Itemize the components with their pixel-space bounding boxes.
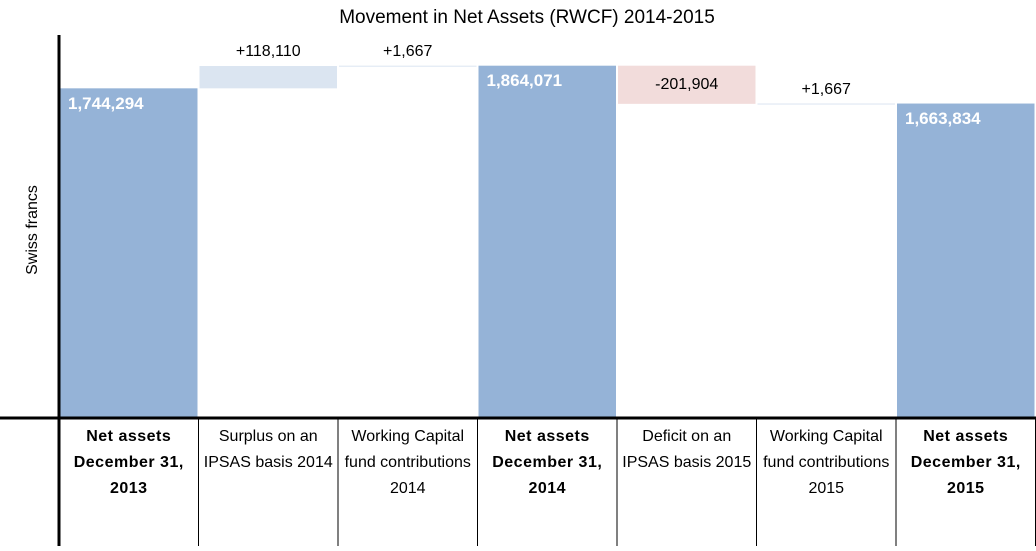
value-label: 1,864,071	[487, 71, 563, 90]
y-axis-label: Swiss francs	[24, 185, 41, 275]
value-label: +1,667	[802, 81, 851, 98]
bar	[897, 103, 1035, 419]
category-cell: Surplus on an IPSAS basis 2014	[203, 428, 333, 471]
bar	[757, 103, 895, 105]
x-tick-label: Deficit on an IPSAS basis 2015	[622, 428, 752, 471]
category-cell: Net assets December 31, 2014	[492, 428, 603, 497]
value-label: 1,663,834	[905, 109, 981, 128]
bar	[478, 65, 616, 418]
value-label: -201,904	[655, 76, 718, 93]
category-cell: Deficit on an IPSAS basis 2015	[622, 428, 752, 471]
x-tick-label: Working Capital fund contributions 2014	[344, 428, 471, 497]
category-cell: Working Capital fund contributions 2014	[344, 428, 471, 497]
value-label: +118,110	[236, 43, 301, 60]
x-tick-label: Net assets December 31, 2013	[73, 428, 184, 497]
x-tick-label: Net assets December 31, 2014	[492, 428, 603, 497]
x-tick-label: Surplus on an IPSAS basis 2014	[203, 428, 333, 471]
chart-title: Movement in Net Assets (RWCF) 2014-2015	[339, 7, 715, 28]
x-tick-label: Net assets December 31, 2015	[910, 428, 1021, 497]
value-label: 1,744,294	[68, 94, 144, 113]
value-label: +1,667	[383, 43, 432, 60]
bar	[60, 88, 198, 419]
bar	[199, 66, 337, 89]
bar	[339, 65, 477, 67]
bar	[618, 65, 756, 104]
category-cell: Working Capital fund contributions 2015	[763, 428, 890, 497]
category-cell: Net assets December 31, 2015	[910, 428, 1021, 497]
x-tick-label: Working Capital fund contributions 2015	[763, 428, 890, 497]
category-cell: Net assets December 31, 2013	[73, 428, 184, 497]
